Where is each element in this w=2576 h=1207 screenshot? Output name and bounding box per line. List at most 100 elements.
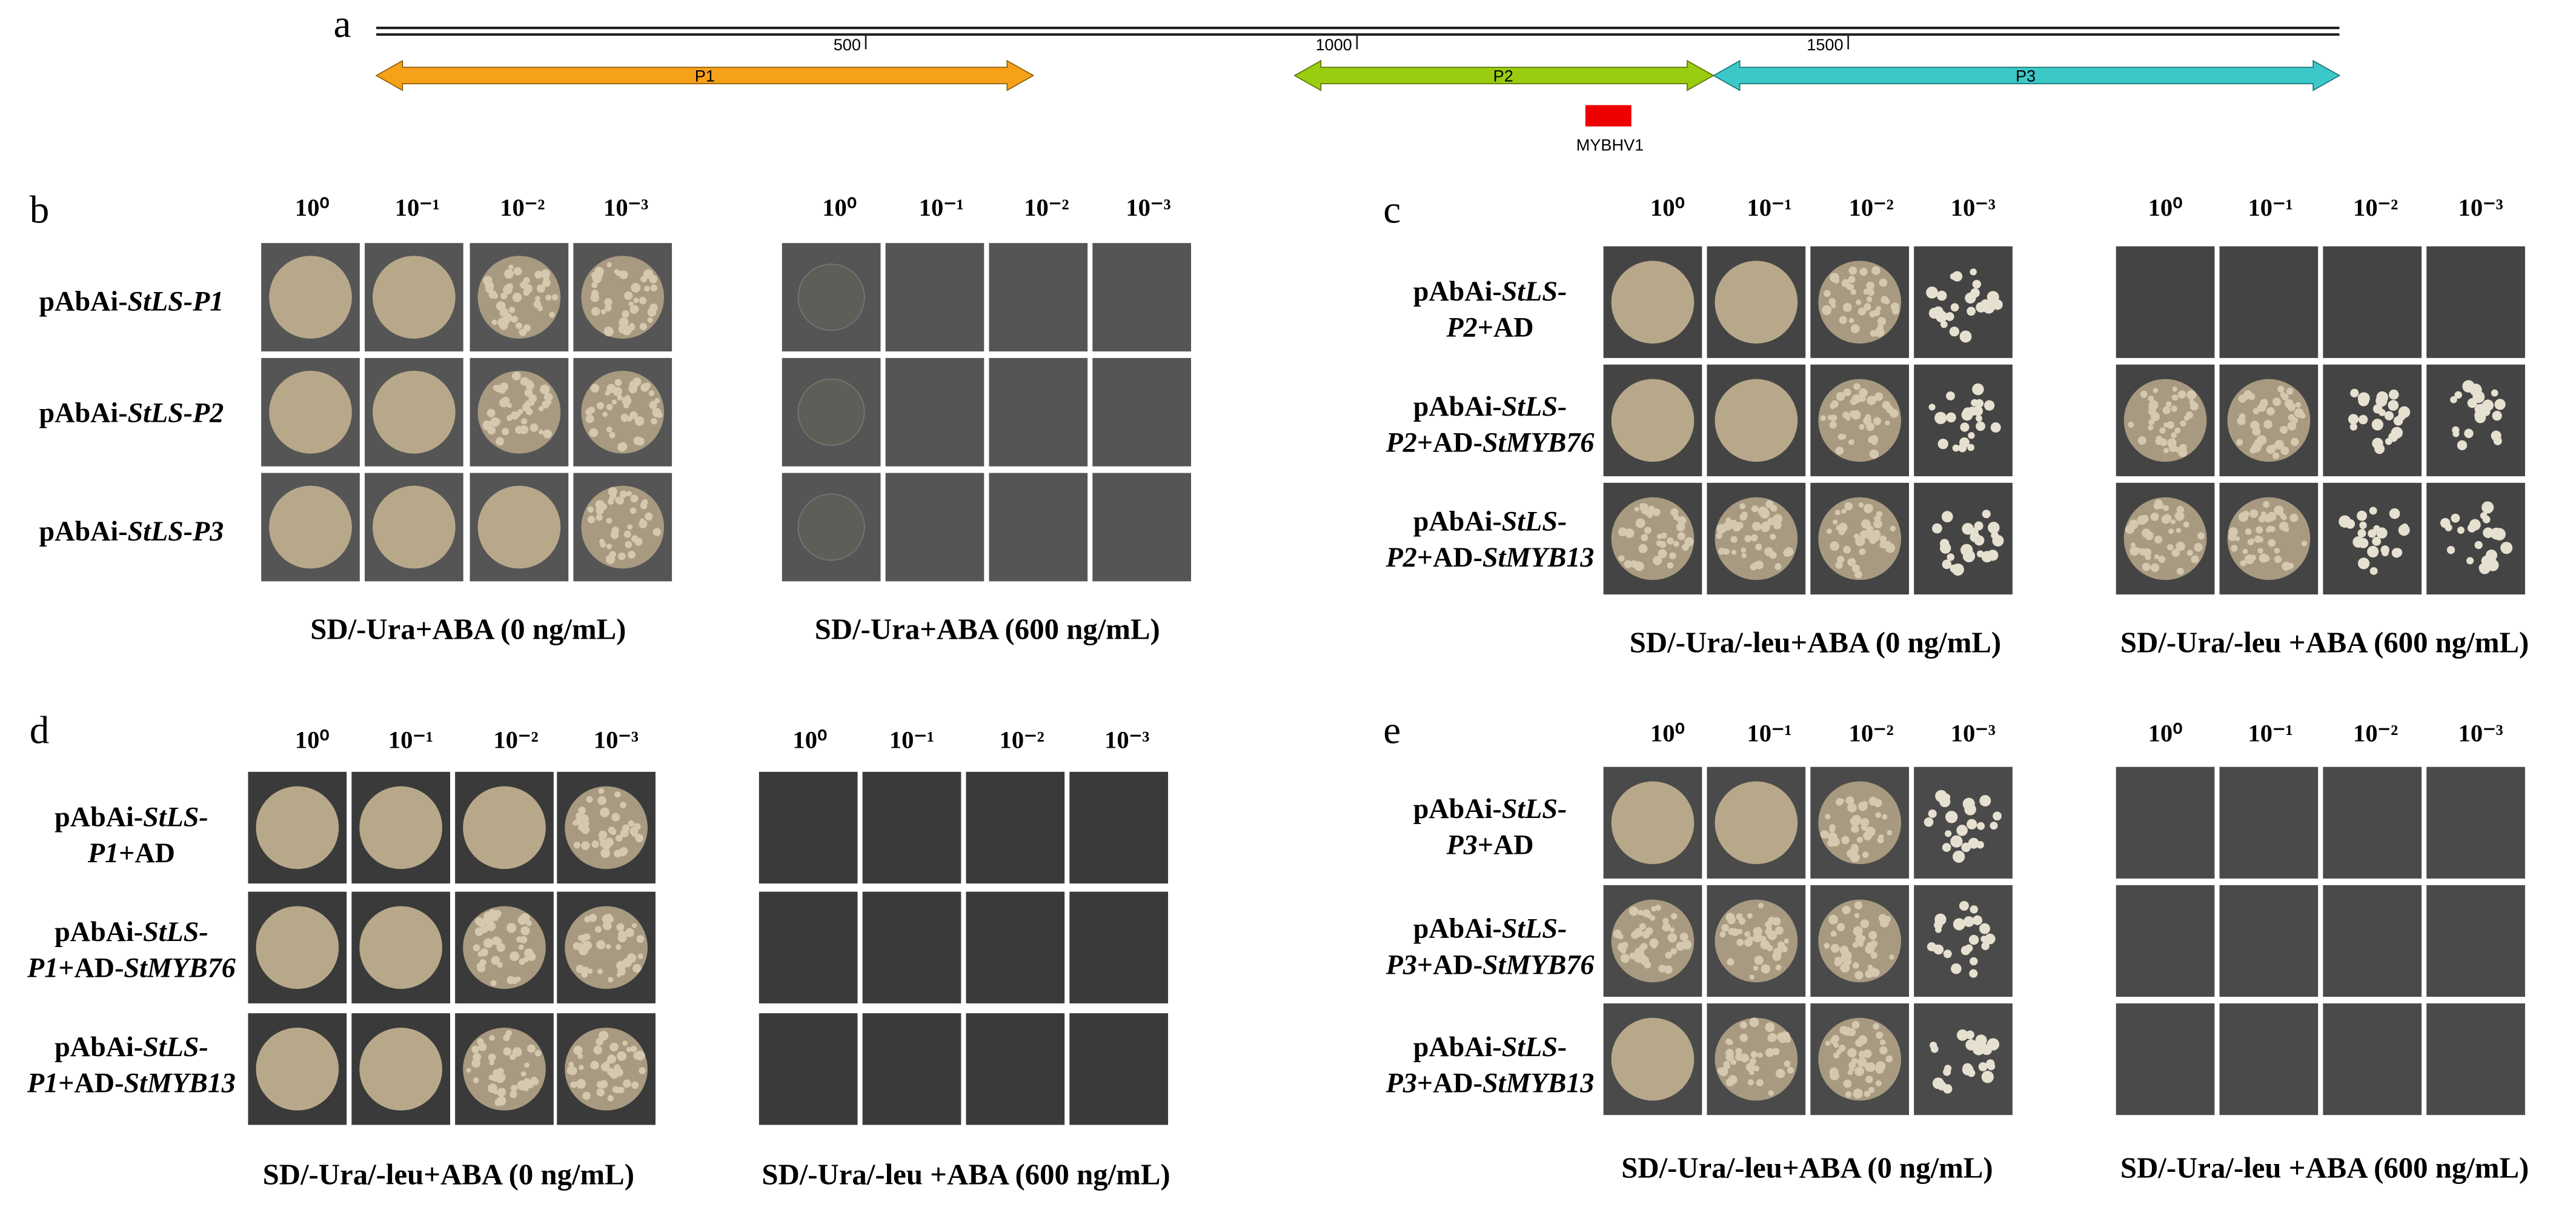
colony-speckle — [2183, 415, 2190, 421]
colony-speckle — [591, 272, 597, 278]
colony-speckle — [519, 329, 525, 336]
dilution-label: 10⁻² — [493, 726, 538, 753]
colony-speckle — [579, 945, 588, 954]
plate-cell — [1092, 473, 1192, 582]
colony-dot — [1953, 918, 1965, 931]
colony-speckle — [635, 834, 644, 843]
colony-speckle — [1866, 525, 1874, 533]
colony-speckle — [616, 923, 625, 931]
plate-cell — [1914, 364, 2013, 476]
colony-speckle — [582, 1091, 591, 1100]
colony-speckle — [2130, 542, 2136, 548]
colony-speckle — [649, 403, 657, 410]
colony-speckle — [2150, 512, 2159, 521]
colony-dot — [2357, 557, 2370, 570]
colony-speckle — [612, 1086, 619, 1093]
colony-dot — [1976, 415, 1982, 422]
dilution-label: 10⁰ — [822, 194, 857, 221]
colony-speckle — [2287, 562, 2294, 570]
colony-speckle — [611, 527, 619, 534]
colony-speckle — [1867, 287, 1873, 294]
row-label-part: pAbAi- — [1413, 913, 1502, 943]
colony-speckle — [1854, 971, 1864, 980]
colony-speckle — [1867, 396, 1876, 405]
row-label-part: StLS- — [1502, 1031, 1567, 1062]
colony-speckle — [1777, 941, 1785, 949]
colony-speckle — [1625, 531, 1631, 537]
colony-speckle — [1773, 514, 1783, 524]
colony-speckle — [1665, 951, 1673, 959]
row-label-part: StLS-P2 — [128, 397, 224, 428]
colony-speckle — [602, 411, 608, 417]
colony-speckle — [497, 1068, 504, 1075]
colony-speckle — [2270, 444, 2277, 451]
row-label-part: +AD — [1478, 829, 1534, 860]
colony-speckle — [1768, 1090, 1774, 1096]
colony-speckle — [2197, 532, 2205, 540]
colony-speckle — [606, 544, 612, 550]
colony-speckle — [1871, 266, 1881, 275]
colony-spot — [1611, 781, 1695, 865]
dilution-label: 10⁻³ — [2458, 720, 2503, 747]
colony-speckle — [1684, 537, 1694, 547]
colony-speckle — [652, 528, 662, 536]
colony-speckle — [1866, 296, 1873, 302]
colony-speckle — [2280, 446, 2289, 455]
row-label-part: pAbAi- — [55, 1031, 143, 1062]
colony-speckle — [497, 1096, 506, 1106]
plate-cell — [885, 243, 984, 351]
colony-spot — [477, 485, 561, 569]
colony-speckle — [622, 1040, 628, 1046]
colony-dot — [1933, 306, 1944, 317]
colony-speckle — [1641, 534, 1648, 542]
row-label: pAbAi-StLS- — [1413, 505, 1567, 536]
row-label-part: +AD- — [1417, 949, 1482, 980]
colony-speckle — [1874, 392, 1884, 401]
colony-dot — [2380, 545, 2389, 554]
colony-speckle — [1824, 943, 1830, 949]
plate-cell — [989, 473, 1088, 582]
colony-spot — [269, 256, 352, 339]
colony-dot — [1942, 559, 1952, 570]
colony-dot — [2454, 391, 2462, 399]
row-label: pAbAi-StLS- — [1413, 1031, 1567, 1062]
colony-speckle — [596, 940, 606, 949]
colony-speckle — [1847, 849, 1855, 858]
plate-cell — [1092, 243, 1192, 351]
colony-speckle — [576, 1079, 586, 1089]
colony-speckle — [512, 371, 521, 381]
dilution-label: 10⁻¹ — [2248, 720, 2292, 747]
colony-spot — [256, 1028, 339, 1111]
row-label: P2+AD — [1446, 311, 1534, 342]
colony-speckle — [1753, 933, 1762, 943]
colony-speckle — [631, 282, 641, 293]
colony-speckle — [1861, 824, 1868, 831]
colony-speckle — [511, 316, 518, 323]
colony-speckle — [582, 934, 589, 941]
colony-speckle — [622, 325, 632, 336]
colony-speckle — [1617, 942, 1627, 953]
colony-speckle — [540, 384, 550, 394]
plate-cell — [2323, 766, 2422, 879]
dilution-label: 10⁻¹ — [2248, 194, 2292, 221]
colony-dot — [2358, 414, 2368, 425]
dilution-label: 10⁻³ — [1126, 194, 1170, 221]
colony-speckle — [609, 1071, 616, 1077]
colony-speckle — [1747, 913, 1753, 919]
colony-speckle — [2138, 518, 2143, 524]
dilution-label: 10⁻¹ — [395, 194, 440, 221]
colony-speckle — [491, 319, 497, 325]
colony-speckle — [636, 1051, 643, 1059]
colony-dot — [1971, 399, 1979, 407]
colony-speckle — [2174, 427, 2181, 434]
plate-cell — [2116, 885, 2215, 997]
colony-speckle — [2194, 543, 2203, 552]
colony-speckle — [517, 915, 528, 925]
row-label-part: +AD- — [58, 1067, 124, 1098]
colony-speckle — [2252, 427, 2261, 436]
colony-speckle — [1751, 522, 1761, 531]
colony-speckle — [1741, 511, 1748, 519]
colony-speckle — [2289, 513, 2299, 522]
colony-dot — [2388, 400, 2399, 411]
colony-speckle — [2125, 524, 2135, 534]
